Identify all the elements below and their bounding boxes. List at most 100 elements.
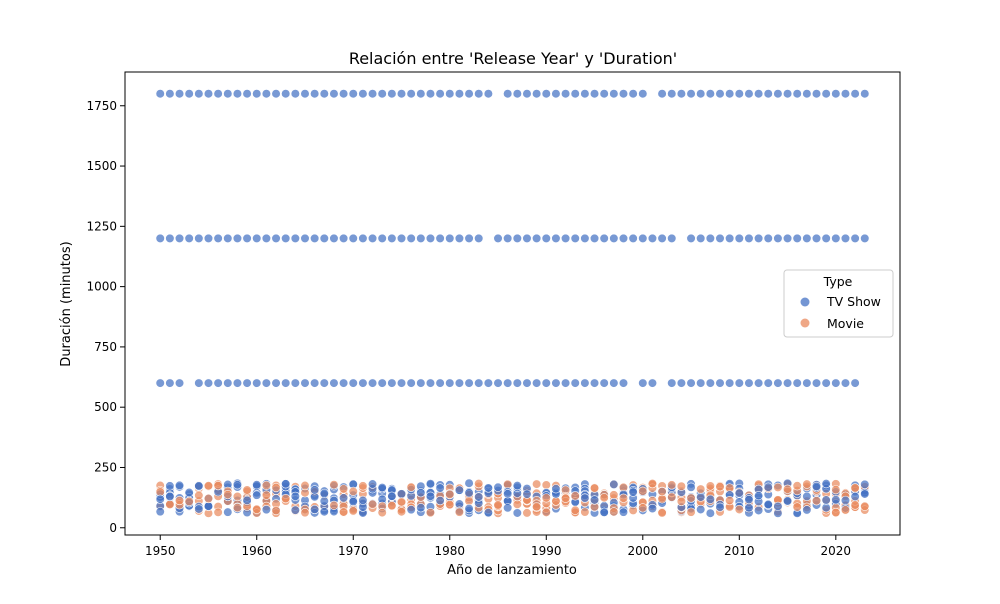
tv-show-point bbox=[348, 378, 358, 388]
tv-show-point bbox=[840, 89, 851, 99]
tv-show-point bbox=[174, 378, 185, 388]
movie-point bbox=[811, 496, 822, 506]
y-axis: 0 250 500 750 1000 1250 1500 1750 bbox=[86, 99, 125, 535]
tv-show-point bbox=[570, 233, 580, 243]
movie-point bbox=[445, 500, 455, 510]
tv-show-point bbox=[290, 378, 300, 388]
legend-box bbox=[783, 269, 894, 338]
tv-show-point bbox=[821, 233, 831, 243]
tv-show-point bbox=[860, 489, 870, 499]
tv-show-point bbox=[174, 480, 185, 491]
tv-show-point bbox=[840, 233, 851, 243]
tv-show-point bbox=[387, 89, 397, 99]
tv-show-point bbox=[242, 378, 252, 388]
tv-show-point bbox=[618, 507, 629, 517]
tv-show-point bbox=[725, 89, 735, 99]
tv-show-point bbox=[194, 89, 204, 99]
tv-show-point bbox=[483, 483, 493, 493]
tv-show-point bbox=[821, 503, 831, 513]
tv-show-point bbox=[609, 378, 619, 388]
movie-point bbox=[454, 507, 465, 517]
movie-point bbox=[203, 481, 214, 491]
tv-show-point bbox=[821, 495, 831, 505]
movie-point bbox=[657, 486, 667, 497]
movie-point bbox=[271, 505, 281, 516]
legend-label-movie: Movie bbox=[827, 316, 864, 331]
movie-point bbox=[609, 490, 619, 500]
tv-show-point bbox=[551, 484, 561, 494]
tv-show-point bbox=[464, 503, 474, 514]
x-tick-label: 1970 bbox=[338, 544, 369, 558]
tv-show-point bbox=[763, 89, 773, 99]
tv-show-point bbox=[628, 487, 638, 497]
tv-show-point bbox=[464, 378, 474, 388]
tv-show-point bbox=[696, 504, 706, 515]
tv-show-point bbox=[329, 89, 339, 99]
tv-show-point bbox=[454, 485, 465, 495]
movie-point bbox=[348, 506, 358, 516]
tv-show-point bbox=[744, 495, 754, 505]
movie-point bbox=[339, 507, 349, 517]
movie-point bbox=[213, 507, 223, 517]
tv-show-point bbox=[512, 508, 522, 518]
movie-point bbox=[203, 493, 214, 504]
tv-show-point bbox=[734, 89, 744, 99]
tv-show-point bbox=[754, 505, 764, 516]
tv-show-point bbox=[483, 89, 493, 99]
tv-show-point bbox=[387, 378, 397, 388]
tv-show-point bbox=[194, 481, 204, 491]
x-tick-label: 1960 bbox=[241, 544, 272, 558]
movie-point bbox=[734, 504, 744, 515]
tv-show-point bbox=[252, 89, 262, 99]
movie-point bbox=[696, 484, 706, 494]
tv-show-point bbox=[416, 488, 426, 498]
tv-show-point bbox=[715, 89, 725, 99]
tv-show-point bbox=[802, 378, 812, 388]
movie-point bbox=[184, 496, 194, 507]
tv-show-point bbox=[242, 233, 252, 243]
tv-show-point bbox=[551, 233, 561, 243]
tv-show-point bbox=[686, 378, 696, 388]
tv-show-point bbox=[261, 378, 271, 388]
tv-show-point bbox=[339, 89, 349, 99]
tv-show-point bbox=[821, 378, 831, 388]
tv-show-point bbox=[310, 504, 320, 515]
x-tick-label: 2010 bbox=[724, 544, 755, 558]
tv-show-point bbox=[184, 487, 194, 498]
movie-point bbox=[165, 499, 175, 510]
tv-show-point bbox=[715, 378, 725, 388]
tv-show-point bbox=[647, 233, 658, 243]
tv-show-point bbox=[754, 378, 764, 388]
tv-show-point bbox=[522, 233, 532, 243]
y-tick-label: 1750 bbox=[86, 99, 117, 113]
tv-show-point bbox=[358, 378, 368, 388]
movie-point bbox=[850, 500, 860, 510]
tv-show-point bbox=[715, 502, 725, 512]
tv-show-point bbox=[406, 378, 416, 388]
tv-show-point bbox=[580, 233, 590, 243]
tv-show-point bbox=[474, 233, 484, 243]
tv-show-point bbox=[541, 89, 551, 99]
tv-show-point bbox=[638, 89, 648, 99]
tv-show-point bbox=[232, 89, 243, 99]
tv-show-point bbox=[541, 233, 551, 243]
movie-point bbox=[589, 483, 600, 493]
tv-show-point bbox=[387, 233, 397, 243]
tv-show-point bbox=[367, 479, 378, 489]
movie-point bbox=[474, 479, 484, 489]
tv-show-point bbox=[194, 233, 204, 243]
tv-show-point bbox=[281, 378, 291, 388]
movie-point bbox=[831, 485, 841, 495]
tv-show-point bbox=[705, 378, 715, 388]
tv-show-point bbox=[319, 378, 329, 388]
tv-show-point bbox=[416, 503, 426, 513]
tv-show-point bbox=[252, 378, 262, 388]
tv-show-point bbox=[811, 378, 822, 388]
y-tick-label: 1500 bbox=[86, 159, 117, 173]
movie-point bbox=[541, 480, 551, 490]
tv-show-point bbox=[493, 482, 503, 492]
movie-point bbox=[570, 505, 580, 515]
tv-show-point bbox=[850, 378, 860, 388]
tv-show-point bbox=[435, 89, 445, 99]
